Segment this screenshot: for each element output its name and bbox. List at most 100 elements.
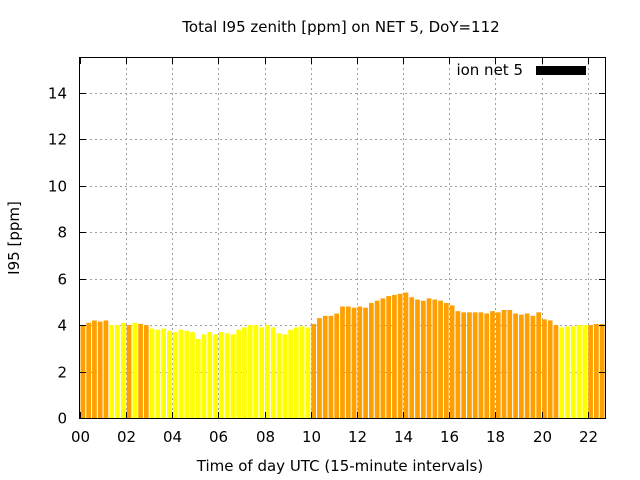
y-tick-label: 6 (57, 271, 67, 289)
bar (582, 325, 588, 418)
bar (565, 326, 570, 418)
bar (374, 300, 380, 418)
x-tick-label: 20 (533, 428, 552, 446)
x-tick-label: 18 (486, 428, 505, 446)
y-tick-label: 8 (57, 224, 67, 242)
x-tick-label: 02 (117, 428, 136, 446)
bar (518, 314, 524, 418)
bar (403, 292, 409, 418)
bar (570, 326, 576, 418)
bar (438, 300, 443, 418)
bar (380, 298, 386, 418)
y-tick-labels: 0 2 4 6 8 10 12 14 (48, 85, 67, 428)
bar (207, 332, 213, 418)
bar (449, 305, 455, 418)
bar (478, 312, 484, 418)
bar (311, 323, 317, 418)
bar (149, 328, 155, 418)
bar (328, 315, 334, 418)
bar (282, 334, 288, 418)
legend-label: ion net 5 (456, 61, 523, 79)
bar (593, 323, 599, 418)
x-tick-label: 00 (71, 428, 90, 446)
x-tick-label: 16 (440, 428, 459, 446)
bar (553, 325, 559, 418)
bar (409, 297, 415, 418)
bar (184, 330, 190, 418)
bar (190, 332, 195, 418)
bars (80, 292, 605, 418)
bar (115, 325, 120, 418)
bar (559, 327, 565, 418)
bar (236, 329, 242, 418)
bar (351, 307, 357, 418)
bar (103, 320, 109, 418)
bar (138, 323, 143, 418)
bar (392, 294, 397, 418)
chart-title: Total I95 zenith [ppm] on NET 5, DoY=112 (181, 18, 499, 36)
bar (576, 325, 582, 418)
bar (588, 325, 593, 418)
x-tick-label: 22 (579, 428, 598, 446)
bar (461, 312, 467, 418)
bar (213, 334, 218, 418)
bar (386, 296, 392, 418)
bar (86, 322, 92, 418)
bar (420, 300, 426, 418)
bar (247, 325, 253, 418)
x-tick-label: 08 (256, 428, 275, 446)
y-axis-label: I95 [ppm] (5, 201, 23, 275)
bar (455, 311, 461, 418)
bar (334, 313, 340, 418)
bar (345, 306, 351, 418)
bar (472, 312, 478, 418)
bar (218, 332, 224, 418)
bar (80, 325, 86, 418)
bar (120, 322, 126, 418)
y-tick-label: 4 (57, 317, 67, 335)
x-axis-label: Time of day UTC (15-minute intervals) (196, 457, 483, 475)
bar (109, 325, 115, 418)
x-tick-label: 04 (163, 428, 182, 446)
bar (224, 333, 230, 418)
bar (340, 306, 345, 418)
bar (443, 303, 449, 418)
bar (97, 321, 103, 418)
bar (599, 323, 605, 418)
legend-swatch (536, 66, 586, 75)
bar (178, 329, 184, 418)
y-tick-label: 10 (48, 178, 67, 196)
y-tick-label: 0 (57, 410, 67, 428)
bar (363, 307, 368, 418)
bar (126, 325, 132, 418)
bar (484, 313, 490, 418)
bar (276, 333, 282, 418)
bar (495, 312, 501, 418)
y-tick-label: 2 (57, 364, 67, 382)
axis-ticks (80, 58, 605, 419)
x-tick-label: 10 (302, 428, 321, 446)
y-tick-label: 14 (48, 85, 67, 103)
bar (288, 329, 293, 418)
bar (368, 303, 374, 418)
bar (467, 312, 472, 418)
bar (132, 322, 138, 418)
bar (415, 299, 420, 418)
x-tick-label: 14 (394, 428, 413, 446)
bar (172, 332, 178, 418)
bar (513, 313, 518, 418)
bar (305, 327, 311, 418)
bar (230, 334, 236, 418)
bar (92, 320, 97, 418)
bar (143, 325, 149, 418)
bar (501, 310, 507, 418)
bar (322, 315, 328, 418)
bar (530, 315, 536, 418)
bar (490, 311, 495, 418)
x-tick-labels: 00 02 04 06 08 10 12 14 16 18 20 22 (71, 428, 598, 446)
bar (167, 330, 172, 418)
y-tick-label: 12 (48, 131, 67, 149)
legend: ion net 5 (456, 61, 586, 79)
bar (253, 325, 259, 418)
